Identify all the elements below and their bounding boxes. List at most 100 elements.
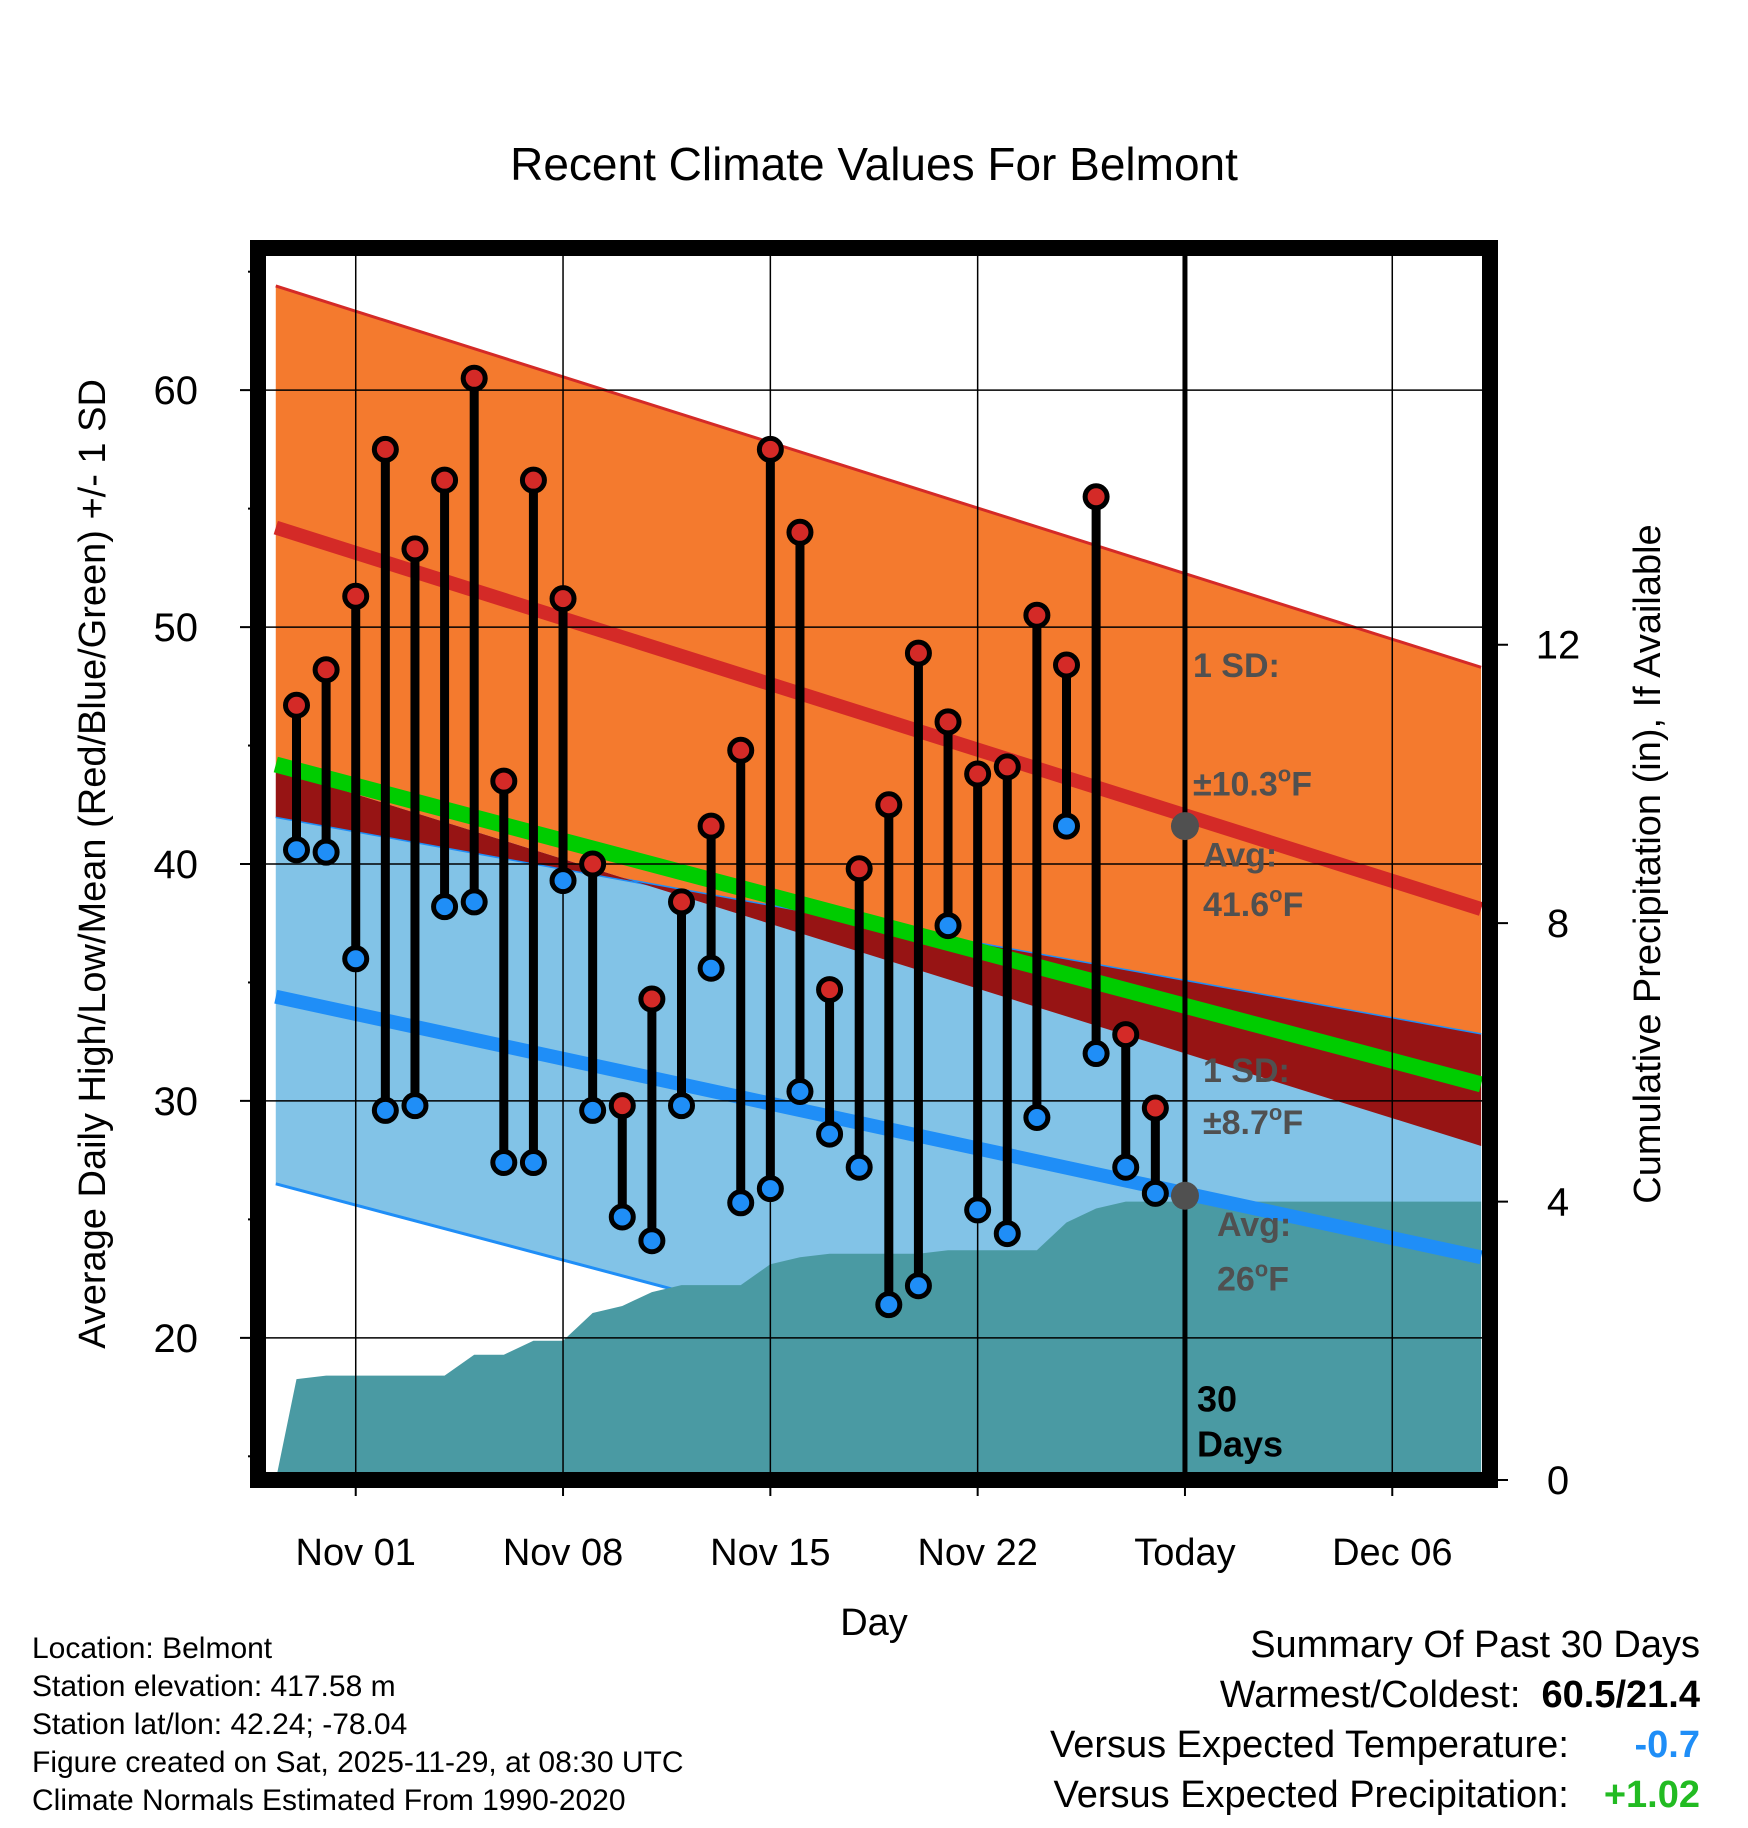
info-elevation: Station elevation: 417.58 m [32,1670,396,1703]
high-avg-label: Avg: [1203,836,1277,874]
daily-low-point [342,945,370,973]
daily-low-point [371,1096,399,1124]
daily-low-point [1112,1153,1140,1181]
warm-cold-label: Warmest/Coldest: [1219,1674,1521,1716]
high-avg-value: 41.6oF [1203,882,1303,924]
daily-low-point [1023,1104,1051,1132]
daily-low-point [519,1149,547,1177]
info-normals: Climate Normals Estimated From 1990-2020 [32,1784,626,1817]
daily-high-point [431,466,459,494]
chart-title: Recent Climate Values For Belmont [510,138,1238,190]
daily-low-point [608,1203,636,1231]
today-low-marker [1170,1181,1199,1210]
precip-area [275,1201,1482,1480]
daily-high-point [519,466,547,494]
daily-high-point [342,582,370,610]
y2-tick-label: 4 [1547,1181,1569,1225]
precip-value: +1.02 [1603,1774,1700,1816]
low-sd-label: 1 SD: [1203,1052,1290,1090]
daily-high-point [756,435,784,463]
daily-low-point [845,1153,873,1181]
high-sd-label: 1 SD: [1193,647,1280,685]
y-tick-label: 20 [154,1317,199,1361]
daily-low-point [727,1189,755,1217]
high-sd-upper-edge [275,284,1482,669]
y-tick-label: 50 [154,606,199,650]
daily-low-point [431,893,459,921]
daily-low-point [756,1175,784,1203]
daily-high-point [1141,1094,1169,1122]
info-latlon: Station lat/lon: 42.24; -78.04 [32,1708,408,1741]
x-tick-label: Dec 06 [1332,1532,1452,1574]
y-axis-label: Average Daily High/Low/Mean (Red/Blue/Gr… [72,379,114,1349]
daily-low-point [904,1272,932,1300]
daily-high-point [1082,483,1110,511]
y2-axis-label: Cumulative Precipitation (in), If Availa… [1627,524,1669,1203]
daily-high-point [845,855,873,883]
daily-low-point [490,1149,518,1177]
info-location: Location: Belmont [32,1632,273,1665]
x-tick-label: Nov 15 [710,1532,830,1574]
daily-high-point [401,535,429,563]
daily-high-point [1023,601,1051,629]
daily-high-point [816,976,844,1004]
normal-low-line [274,989,1483,1265]
summary-precip: Versus Expected Precipitation: +1.02 [1050,1770,1700,1820]
daily-high-point [786,518,814,546]
daily-high-point [283,691,310,719]
daily-low-point [934,912,962,940]
daily-low-point [283,836,310,864]
high-sd-value: ±10.3oF [1193,761,1312,803]
daily-high-point [964,760,992,788]
station-info: Location: Belmont Station elevation: 417… [32,1630,684,1820]
daily-high-point [371,435,399,463]
y-tick-label: 60 [154,369,199,413]
daily-low-point [312,838,340,866]
summary-warm-cold: Warmest/Coldest: 60.5/21.4 [1050,1670,1700,1720]
y-tick-label: 40 [154,843,199,887]
temp-label: Versus Expected Temperature: [1049,1724,1569,1766]
daily-high-point [668,888,695,916]
days-text-label: Days [1197,1423,1283,1464]
y-tick-label: 30 [154,1080,199,1124]
y2-tick-label: 12 [1536,624,1581,668]
daily-low-point [697,954,725,982]
daily-low-point [460,888,488,916]
daily-high-point [934,708,962,736]
daily-high-point [460,364,488,392]
daily-low-point [668,1092,695,1120]
low-avg-value: 26oF [1217,1256,1289,1298]
daily-high-point [727,736,755,764]
daily-high-point [312,656,340,684]
x-tick-label: Today [1134,1532,1235,1574]
days-count-label: 30 [1197,1378,1237,1419]
y2-tick-label: 8 [1547,902,1569,946]
daily-low-point [401,1092,429,1120]
daily-low-point [786,1077,814,1105]
daily-high-point [1053,651,1080,679]
summary-panel: Summary Of Past 30 Days Warmest/Coldest:… [1050,1620,1700,1820]
daily-high-point [875,791,903,819]
low-sd-value: ±8.7oF [1203,1100,1303,1142]
daily-high-point [993,753,1021,781]
daily-low-point [993,1220,1021,1248]
daily-low-point [638,1227,666,1255]
x-axis-label: Day [840,1602,908,1644]
x-tick-label: Nov 01 [296,1532,416,1574]
y2-tick-label: 0 [1547,1459,1569,1503]
annotations: 1 SD: ±10.3oF Avg: 41.6oF 1 SD: ±8.7oF Avg: 26o… [1170,647,1312,1464]
precip-label: Versus Expected Precipitation: [1053,1774,1569,1816]
info-created: Figure created on Sat, 2025-11-29, at 08… [32,1746,684,1779]
daily-low-point [579,1096,607,1124]
daily-series [283,364,1169,1319]
daily-high-point [608,1092,636,1120]
daily-low-point [1053,812,1080,840]
daily-low-point [1141,1179,1169,1207]
x-tick-label: Nov 08 [503,1532,623,1574]
daily-high-point [1112,1021,1140,1049]
low-avg-label: Avg: [1217,1206,1291,1244]
summary-title: Summary Of Past 30 Days [1250,1624,1700,1666]
daily-low-point [964,1196,992,1224]
daily-low-point [1082,1040,1110,1068]
